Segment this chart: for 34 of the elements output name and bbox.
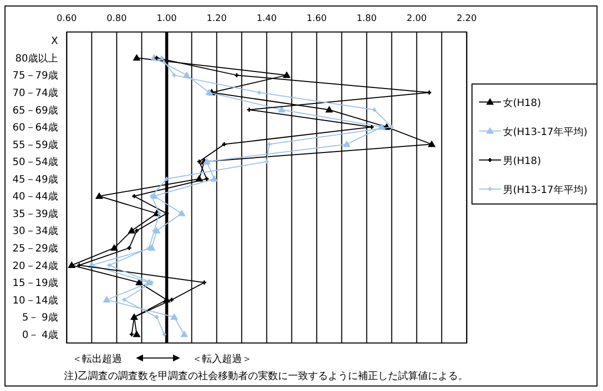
y-tick-label: X: [51, 36, 58, 48]
y-tick-label: 80歳以上: [15, 52, 58, 64]
y-tick-label: 75－79歳: [12, 70, 58, 82]
legend-label: 男(H13-17年平均): [503, 184, 588, 196]
text: ＜転入超過＞: [192, 353, 252, 365]
x-tick-label: 1.00: [156, 14, 177, 24]
text: ＜転出超過: [72, 353, 122, 365]
y-tick-label: 65－69歳: [12, 104, 58, 116]
y-tick-label: 5－ 9歳: [22, 312, 58, 324]
legend-label: 女(H13-17年平均): [503, 126, 588, 138]
legend-label: 男(H18): [503, 156, 542, 167]
y-tick-label: 10－14歳: [12, 294, 58, 306]
x-tick-label: 2.00: [406, 14, 427, 24]
y-tick-label: 50－54歳: [12, 156, 58, 168]
x-tick-label: 0.80: [106, 14, 127, 24]
y-tick-label: 30－34歳: [12, 225, 58, 238]
x-tick-label: 1.20: [206, 14, 227, 24]
y-tick-label: 55－59歳: [12, 138, 58, 151]
x-tick-label: 1.80: [356, 14, 377, 24]
y-tick-label: 40－44歳: [12, 190, 58, 203]
x-tick-label: 1.60: [306, 14, 327, 24]
y-tick-label: 70－74歳: [12, 86, 58, 99]
y-tick-label: 20－24歳: [12, 260, 58, 272]
y-tick-label: 45－49歳: [12, 173, 58, 186]
x-tick-label: 1.40: [256, 14, 277, 24]
x-tick-label: 2.20: [456, 14, 477, 24]
text: 注)乙調査の調査数を甲調査の社会移動者の実数に一致するように補正した試算値による。: [64, 370, 468, 382]
legend-label: 女(H18): [503, 97, 542, 109]
y-tick-label: 0－ 4歳: [22, 328, 58, 341]
y-tick-label: 15－19歳: [12, 277, 58, 290]
y-tick-label: 60－64歳: [12, 122, 58, 134]
x-tick-label: 0.60: [56, 14, 77, 24]
y-tick-label: 25－29歳: [12, 242, 58, 254]
y-tick-label: 35－39歳: [12, 208, 58, 220]
